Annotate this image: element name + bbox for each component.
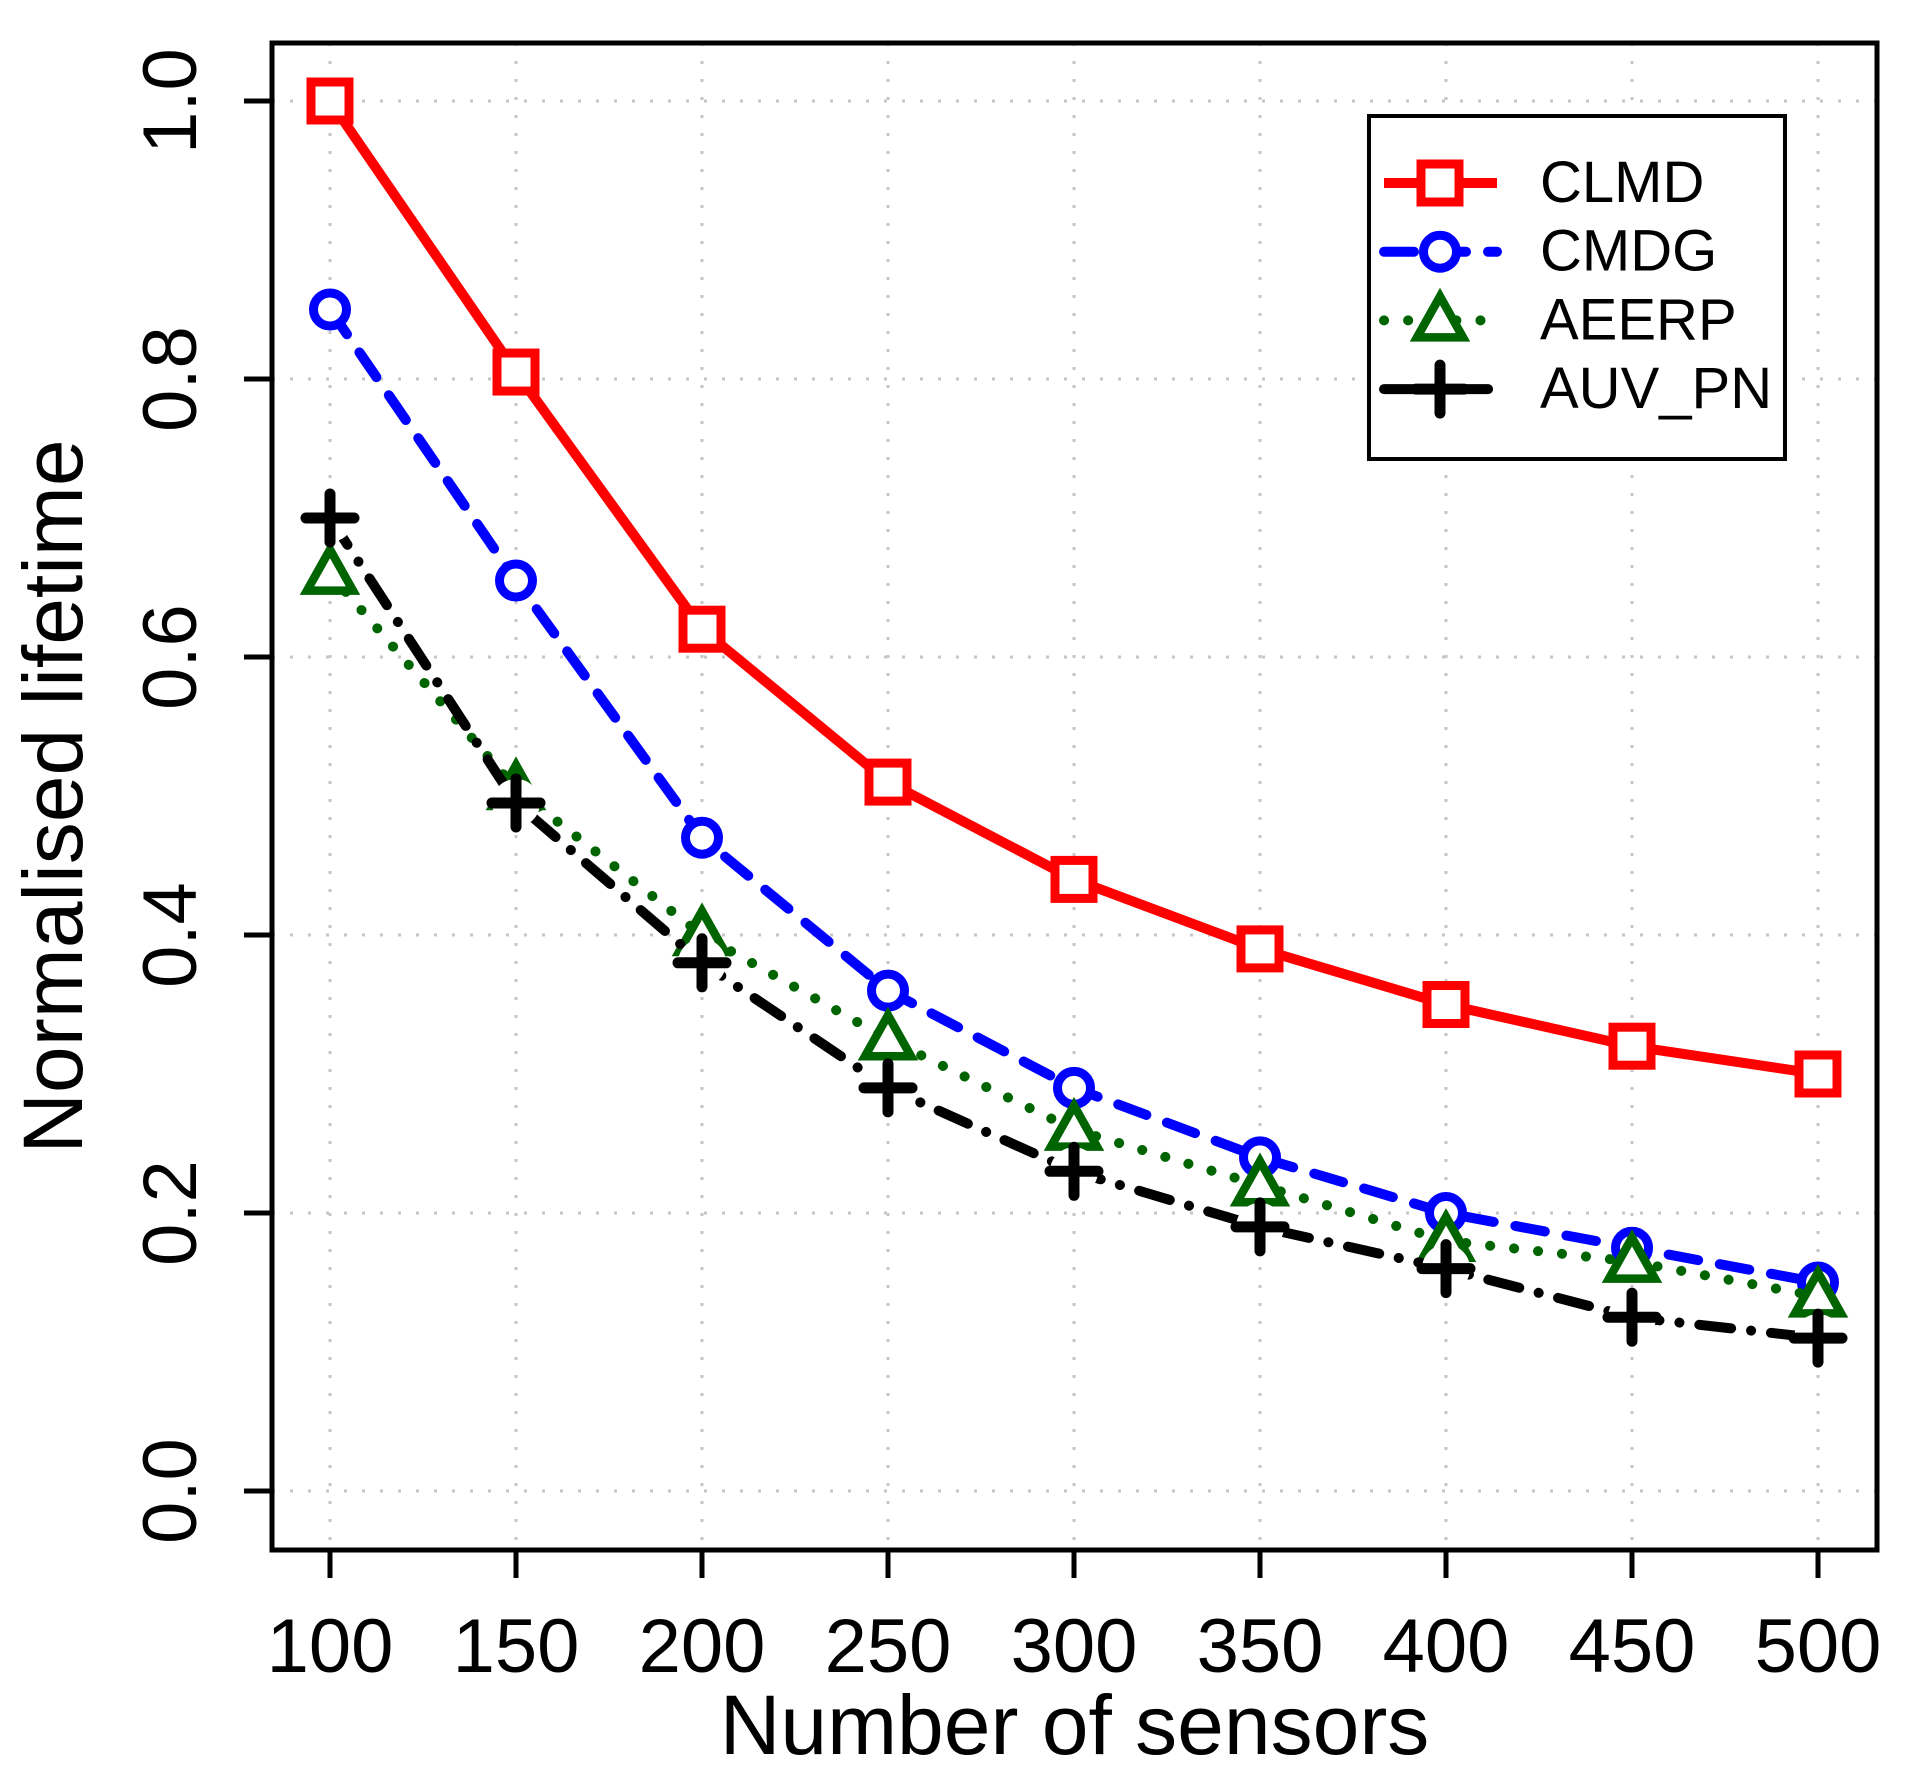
series-CLMD-marker bbox=[306, 77, 354, 125]
series-CLMD-marker bbox=[864, 758, 912, 806]
series-CLMD-marker bbox=[1794, 1050, 1842, 1098]
y-tick-label: 0.0 bbox=[128, 1438, 213, 1544]
series-CLMD-marker bbox=[1422, 981, 1470, 1028]
series-AUV_PN-marker bbox=[858, 1058, 918, 1118]
series-AUV_PN-marker bbox=[486, 773, 546, 833]
series-AEERP-marker bbox=[857, 1006, 919, 1061]
series-AUV_PN-marker bbox=[1602, 1287, 1662, 1347]
series-CLMD-marker bbox=[1236, 925, 1284, 973]
x-tick-label: 300 bbox=[1011, 1604, 1138, 1689]
series-CLMD-marker bbox=[492, 348, 540, 396]
x-tick-label: 350 bbox=[1197, 1604, 1324, 1689]
legend-marker-AEERP bbox=[1409, 287, 1471, 342]
legend-label-AUV_PN: AUV_PN bbox=[1540, 356, 1772, 421]
legend-marker-AUV_PN bbox=[1410, 359, 1470, 419]
legend-marker-CMDG bbox=[1419, 230, 1461, 273]
y-tick-label: 0.4 bbox=[128, 882, 213, 988]
x-tick-label: 250 bbox=[825, 1604, 952, 1689]
y-tick-label: 0.8 bbox=[128, 326, 213, 432]
x-tick-label: 150 bbox=[453, 1604, 580, 1689]
x-tick-label: 200 bbox=[639, 1604, 766, 1689]
series-AEERP-marker bbox=[1601, 1228, 1663, 1283]
x-tick-label: 400 bbox=[1383, 1604, 1510, 1689]
legend-label-CLMD: CLMD bbox=[1540, 150, 1704, 215]
x-tick-label: 500 bbox=[1755, 1604, 1882, 1689]
series-CLMD-marker bbox=[1608, 1022, 1656, 1070]
series-CLMD-marker bbox=[1050, 855, 1098, 903]
series-AUV_PN-marker bbox=[300, 488, 360, 548]
x-tick-label: 100 bbox=[267, 1604, 394, 1689]
series-AEERP-marker bbox=[299, 540, 361, 595]
series-CMDG-marker bbox=[867, 969, 909, 1012]
y-tick-label: 0.6 bbox=[128, 604, 213, 710]
series-CLMD-marker bbox=[678, 605, 726, 653]
series-CMDG-marker bbox=[681, 816, 723, 859]
series-AUV_PN-marker bbox=[672, 933, 732, 993]
y-tick-label: 0.2 bbox=[128, 1160, 213, 1266]
series-CMDG-marker bbox=[309, 288, 351, 331]
series-AUV_PN-marker bbox=[1416, 1239, 1476, 1299]
series-CMDG-marker bbox=[495, 559, 537, 602]
legend-label-CMDG: CMDG bbox=[1540, 219, 1717, 284]
y-tick-label: 1.0 bbox=[128, 48, 213, 154]
legend-label-AEERP: AEERP bbox=[1540, 287, 1737, 352]
y-axis-title: Normalised lifetime bbox=[6, 439, 100, 1153]
series-AUV_PN-marker bbox=[1044, 1141, 1104, 1201]
legend-marker-CLMD bbox=[1416, 159, 1464, 207]
x-axis-title: Number of sensors bbox=[720, 1678, 1430, 1772]
series-AUV_PN-marker bbox=[1788, 1308, 1848, 1368]
x-tick-label: 450 bbox=[1569, 1604, 1696, 1689]
series-AUV_PN-marker bbox=[1230, 1197, 1290, 1257]
